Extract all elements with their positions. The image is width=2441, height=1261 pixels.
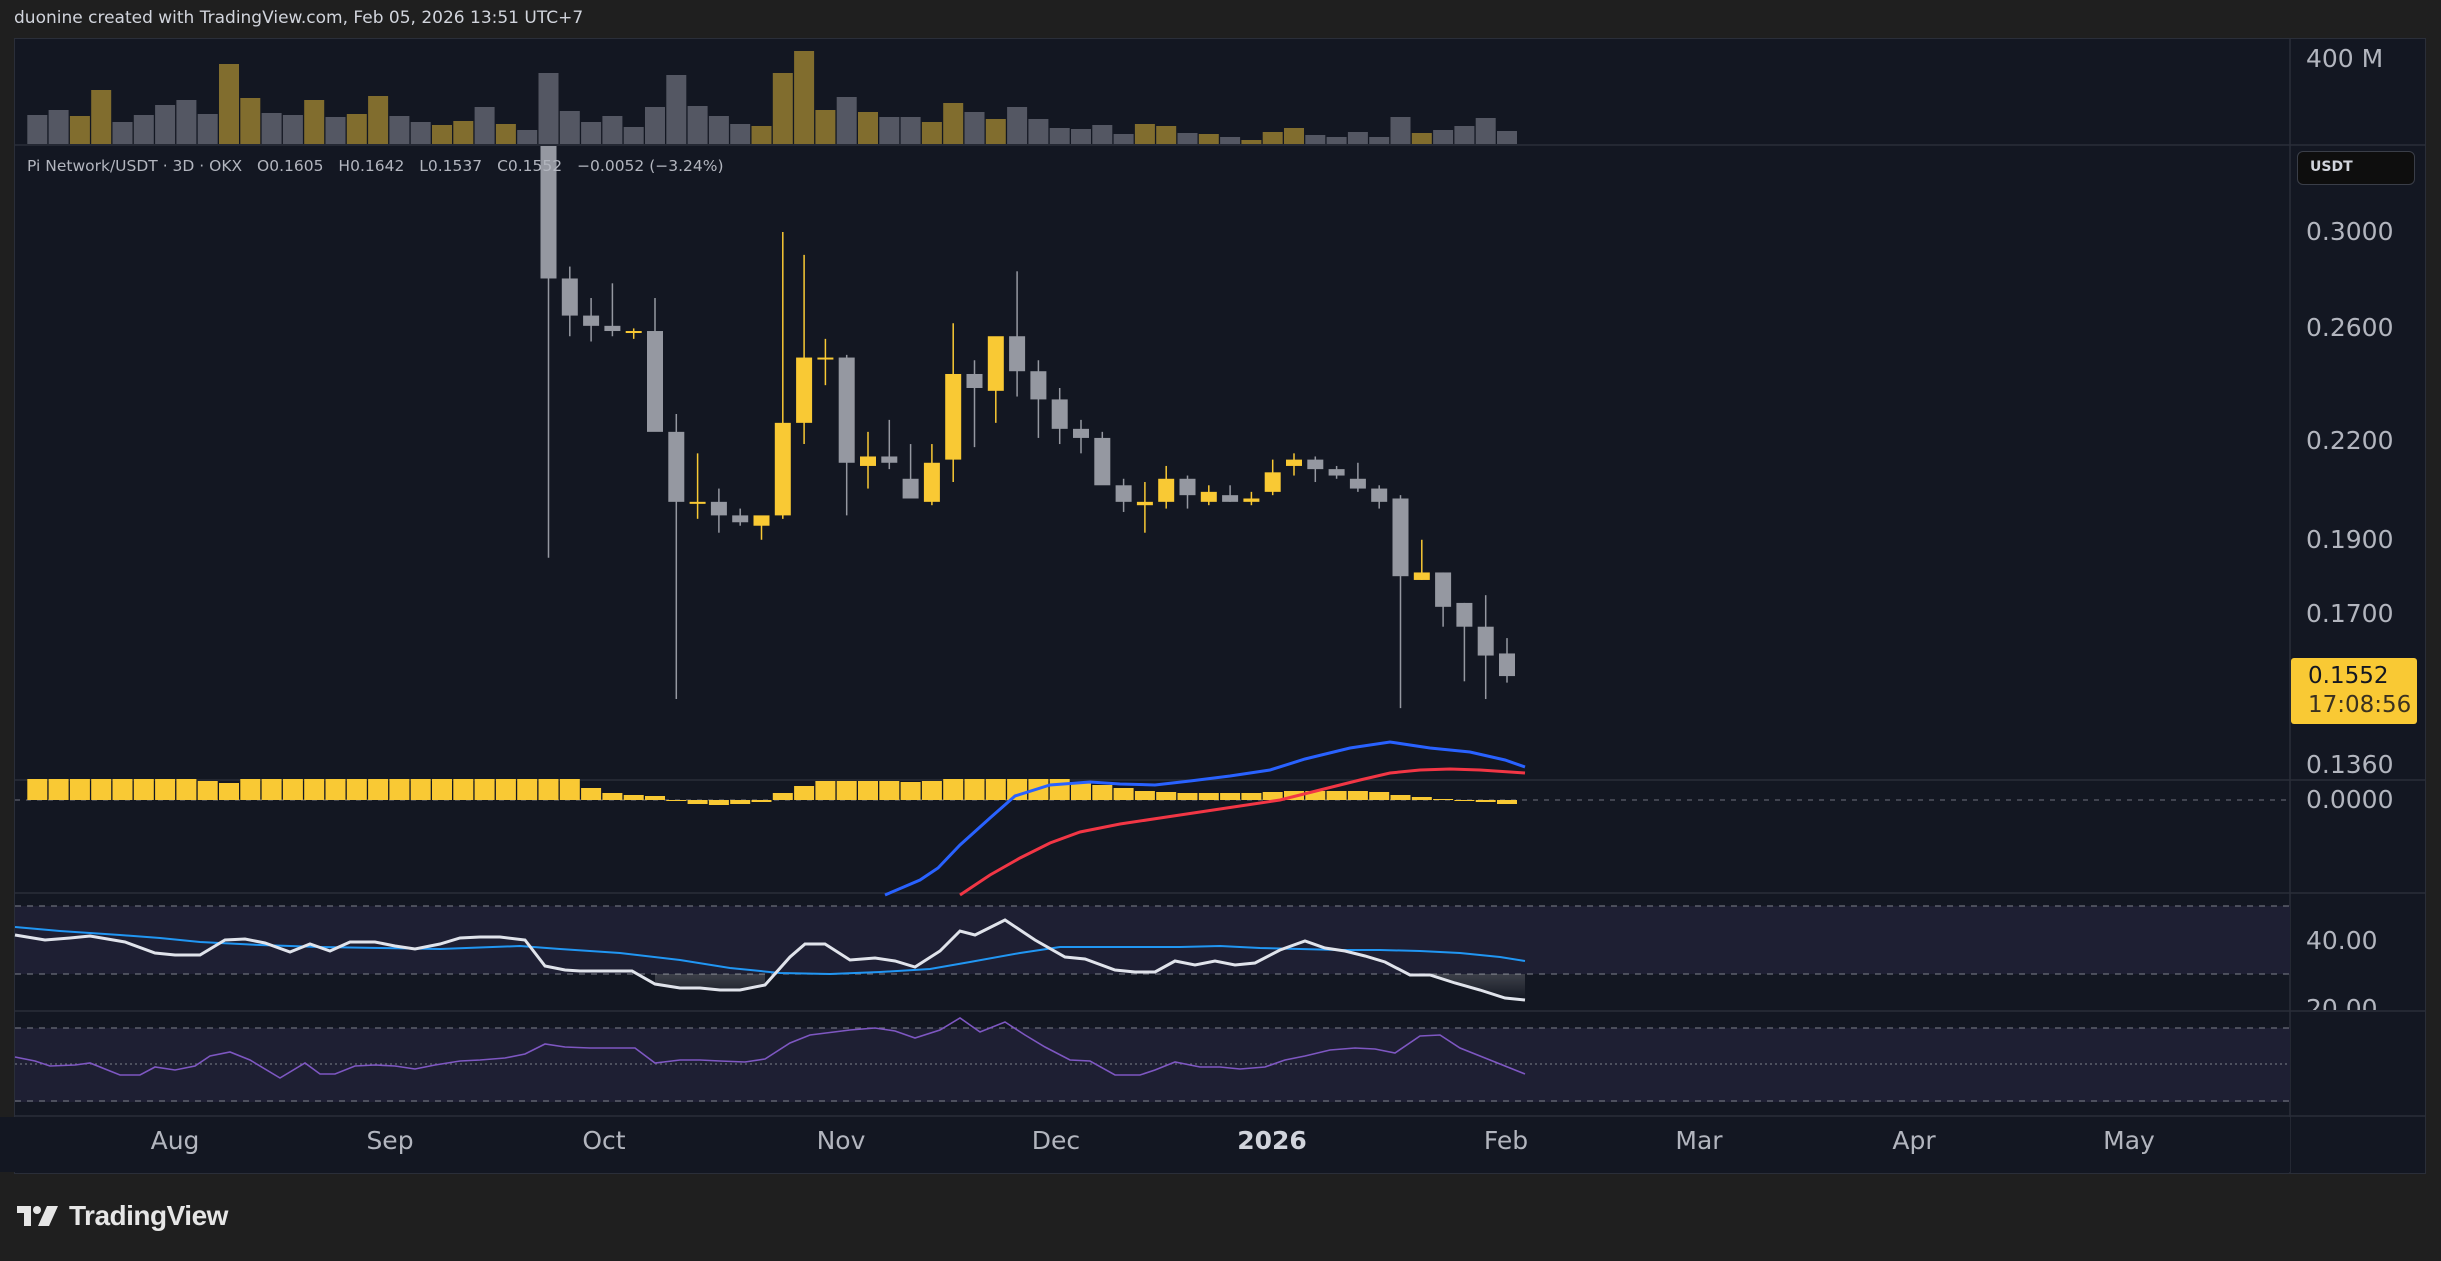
time-tick: Mar	[1675, 1126, 1723, 1155]
time-tick: Apr	[1892, 1126, 1936, 1155]
price-tick: 0.1900	[2306, 525, 2394, 554]
rsi-tick-20: 20.00	[2306, 994, 2378, 1010]
volume-bars	[27, 51, 1517, 144]
price-tick: 0.1700	[2306, 599, 2394, 628]
time-tick: Oct	[582, 1126, 626, 1155]
time-tick: 2026	[1237, 1126, 1307, 1155]
last-price: 0.1552	[2308, 663, 2389, 689]
currency-button[interactable]: USDT	[2297, 151, 2415, 185]
rsi-line	[14, 918, 1526, 1002]
rsi-tick-20-clip: 20.00	[2290, 994, 2425, 1010]
time-tick: Sep	[366, 1126, 414, 1155]
legend-open: O0.1605	[257, 157, 324, 175]
legend-change: −0.0052 (−3.24%)	[577, 157, 724, 175]
time-tick: Nov	[816, 1126, 866, 1155]
macd-histogram	[27, 779, 1517, 805]
price-tick: 0.1360	[2306, 750, 2394, 779]
time-tick: May	[2103, 1126, 2155, 1155]
legend-close: C0.1552	[497, 157, 563, 175]
time-axis-bg	[0, 1117, 2290, 1172]
rsi-band	[15, 906, 2290, 974]
time-tick: Dec	[1031, 1126, 1081, 1155]
legend-symbol: Pi Network/USDT · 3D · OKX	[27, 157, 243, 175]
oscillator-line	[14, 1017, 1526, 1079]
tradingview-logo-icon	[17, 1206, 58, 1226]
macd-zero-label: 0.0000	[2306, 785, 2394, 814]
bar-countdown: 17:08:56	[2308, 692, 2412, 718]
candlesticks	[540, 146, 1515, 709]
tradingview-wordmark: TradingView	[69, 1200, 228, 1231]
volume-axis-label: 400 M	[2306, 44, 2384, 73]
chart-frame[interactable]	[14, 38, 2426, 1174]
time-tick: Aug	[150, 1126, 200, 1155]
time-tick: Feb	[1483, 1126, 1529, 1155]
signal-line	[959, 767, 1526, 897]
legend-high: H0.1642	[338, 157, 405, 175]
price-tick: 0.3000	[2306, 217, 2394, 246]
legend-low: L0.1537	[419, 157, 483, 175]
pane-dividers	[15, 39, 2425, 1173]
tradingview-logo[interactable]: TradingView	[17, 1200, 228, 1232]
last-price-tag: 0.1552 17:08:56	[2291, 658, 2417, 724]
attribution-header: duonine created with TradingView.com, Fe…	[14, 8, 584, 28]
oscillator-band	[15, 1028, 2290, 1102]
rsi-oversold-fill	[655, 974, 1525, 1000]
price-tick: 0.2600	[2306, 313, 2394, 342]
symbol-legend[interactable]: Pi Network/USDT · 3D · OKX O0.1605 H0.16…	[27, 157, 734, 175]
macd-line	[884, 740, 1526, 897]
price-tick: 0.2200	[2306, 426, 2394, 455]
rsi-tick-40: 40.00	[2306, 926, 2378, 955]
